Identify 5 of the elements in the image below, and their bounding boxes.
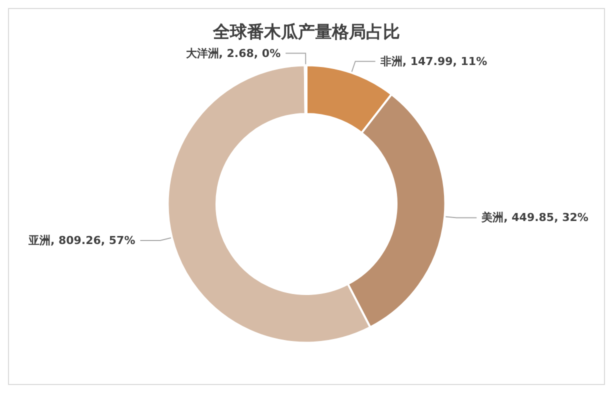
slice-label: 亚洲, 809.26, 57% — [27, 234, 136, 247]
slice-label: 大洋洲, 2.68, 0% — [186, 46, 281, 60]
slice-label: 非洲, 147.99, 11% — [379, 54, 488, 68]
slice-label: 美洲, 449.85, 32% — [480, 211, 588, 224]
chart-title: 全球番木瓜产量格局占比 — [212, 22, 400, 42]
